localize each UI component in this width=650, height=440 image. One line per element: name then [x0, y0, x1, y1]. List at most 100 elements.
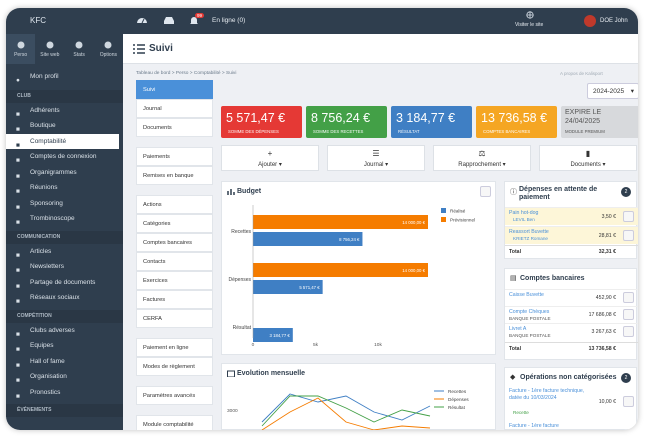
subnav-item[interactable]: Journal: [136, 99, 213, 118]
payer-link[interactable]: KRIETZ Romane: [513, 236, 548, 241]
bank-link[interactable]: Caisse Buvette: [509, 292, 544, 298]
sidebar-item-label: Pronostics: [30, 388, 61, 396]
sidebar-tab-globe[interactable]: Site web: [35, 34, 64, 64]
sidebar-item[interactable]: ■ Newsletters: [6, 259, 123, 275]
sidebar-item-label: Comptabilité: [30, 137, 67, 145]
action-label: Rapprochement ▾: [434, 161, 530, 168]
expire-card: EXPIRE LE 24/04/2025 MODULE PREMIUM: [561, 106, 638, 138]
sidebar-item-label: Organigrammes: [30, 168, 77, 176]
amount: 17 686,08 €: [588, 312, 616, 318]
legend-label: Résultat: [448, 405, 466, 410]
sidebar-tabs: Perso Site web Stats Options: [6, 34, 123, 64]
sidebar-item[interactable]: ■ Réseaux sociaux: [6, 290, 123, 306]
sidebar-tab-label: Options: [99, 52, 117, 58]
subnav-item[interactable]: Paiements: [136, 147, 213, 166]
sub-navigation: Suivi Journal Documents Paiements Remises en…: [136, 80, 213, 430]
table-row: Compte Chèques BANQUE POSTALE 17 686,08 €: [505, 306, 638, 322]
sidebar-item[interactable]: ■ Hall of fame: [6, 354, 123, 370]
action-scale-button[interactable]: ⚖ Rapprochement ▾: [433, 145, 531, 171]
series-line: [261, 395, 431, 427]
sidebar-section-header: COMPÉTITION: [6, 309, 123, 323]
subnav-item[interactable]: Documents: [136, 118, 213, 137]
subnav-item[interactable]: CERFA: [136, 309, 213, 328]
action-plus-button[interactable]: + Ajouter ▾: [221, 145, 319, 171]
sidebar-item[interactable]: ■ Boutique: [6, 118, 123, 134]
sidebar-item[interactable]: ■ Articles: [6, 244, 123, 260]
bank-icon: ▤: [510, 275, 517, 282]
subnav-item[interactable]: Factures: [136, 290, 213, 309]
breadcrumb[interactable]: Tableau de bord > Perso > Comptabilité >…: [136, 71, 237, 76]
search-icon[interactable]: [623, 292, 634, 303]
avatar[interactable]: [584, 15, 596, 27]
sidebar-tab-stats[interactable]: Stats: [65, 34, 94, 64]
subnav-item[interactable]: Module comptabilité: [136, 415, 213, 430]
sidebar-item[interactable]: ■ Comptabilité: [6, 133, 119, 149]
search-icon[interactable]: [623, 326, 634, 337]
expense-link[interactable]: Reassort Buvette: [509, 229, 549, 235]
subnav-item[interactable]: Contacts: [136, 252, 213, 271]
inbox-icon[interactable]: [163, 14, 175, 26]
evolution-chart: 3000 Recettes Dépenses Résultat: [227, 389, 469, 430]
subnav-item[interactable]: Actions: [136, 195, 213, 214]
category-label: Recettes: [231, 229, 251, 235]
operation-link[interactable]: Facture - 1ère facture technique, datée …: [509, 388, 585, 401]
subnav-item[interactable]: Modes de règlement: [136, 357, 213, 376]
zoom-icon[interactable]: [480, 186, 491, 197]
subnav-item[interactable]: Paramètres avancés: [136, 386, 213, 405]
bank-link[interactable]: Compte Chèques: [509, 309, 550, 315]
banks-panel: ▤ Comptes bancaires Caisse Buvette 452,90…: [504, 268, 638, 360]
expire-date: 24/04/2025: [565, 118, 601, 125]
bell-icon[interactable]: [188, 14, 200, 26]
sidebar-section-header: COMMUNICATION: [6, 230, 123, 244]
search-icon[interactable]: [623, 396, 634, 407]
bank-link[interactable]: Livret A: [509, 326, 527, 332]
amount: 3 267,63 €: [591, 329, 616, 335]
dashboard-icon[interactable]: [136, 14, 148, 26]
action-file-button[interactable]: ▮ Documents ▾: [539, 145, 637, 171]
subnav-item[interactable]: Remises en banque: [136, 166, 213, 185]
sidebar-item[interactable]: ■ Organisation: [6, 369, 123, 385]
amount: 3,50 €: [601, 214, 616, 220]
sidebar-item-label: Hall of fame: [30, 357, 65, 365]
subnav-item[interactable]: Paiement en ligne: [136, 338, 213, 357]
kpi-value: 13 736,58 €: [481, 111, 548, 125]
kpi-value: 5 571,47 €: [226, 111, 286, 125]
sidebar-item[interactable]: ■ Clubs adverses: [6, 323, 123, 339]
subnav-item[interactable]: Catégories: [136, 214, 213, 233]
sidebar-tab-gear[interactable]: Options: [94, 34, 123, 64]
search-icon[interactable]: [623, 230, 634, 241]
subnav-item[interactable]: Suivi: [136, 80, 213, 99]
expense-link[interactable]: Pain hot-dog: [509, 210, 539, 216]
file-icon: ▮: [585, 149, 591, 158]
subnav-item[interactable]: Exercices: [136, 271, 213, 290]
sidebar-item[interactable]: ■ Trombinoscope: [6, 211, 123, 227]
sidebar-item-label: Equipes: [30, 342, 54, 349]
subnav-item[interactable]: Comptes bancaires: [136, 233, 213, 252]
sidebar-item[interactable]: ■ Pronostics: [6, 385, 123, 401]
sidebar-tab-user[interactable]: Perso: [6, 34, 36, 64]
action-list-button[interactable]: ☰ Journal ▾: [327, 145, 425, 171]
sidebar-item-profile[interactable]: ● Mon profil: [6, 69, 123, 85]
sidebar-tab-label: Perso: [14, 52, 28, 58]
search-icon[interactable]: [623, 309, 634, 320]
tick-label: 0: [252, 342, 255, 348]
about-link[interactable]: A propos de Kalisport: [560, 71, 603, 76]
sidebar-item[interactable]: ■ Equipes: [6, 338, 123, 354]
sidebar-item[interactable]: ■ Réunions: [6, 180, 123, 196]
visit-site-link[interactable]: Visiter le site: [515, 22, 544, 28]
brand[interactable]: KFC: [30, 16, 46, 25]
banks-title: Comptes bancaires: [520, 275, 585, 282]
online-status[interactable]: En ligne (0): [212, 17, 246, 24]
bar-prévisionnel: [253, 263, 428, 277]
sidebar-item[interactable]: ■ Organigrammes: [6, 165, 123, 181]
sidebar-item[interactable]: ■ Partage de documents: [6, 275, 123, 291]
operation-link[interactable]: Facture - 1ère facture: [509, 423, 559, 429]
plus-icon: +: [267, 149, 273, 158]
sidebar-item[interactable]: ■ Comptes de connexion: [6, 149, 123, 165]
sidebar-item[interactable]: ■ Adhérents: [6, 103, 123, 119]
payer-link[interactable]: LEVIL Ben: [513, 217, 535, 222]
year-select[interactable]: 2024-2025 ▾: [587, 83, 638, 99]
search-icon[interactable]: [623, 211, 634, 222]
sidebar-item[interactable]: ■ Sponsoring: [6, 196, 123, 212]
user-menu[interactable]: DOE John: [600, 18, 628, 24]
